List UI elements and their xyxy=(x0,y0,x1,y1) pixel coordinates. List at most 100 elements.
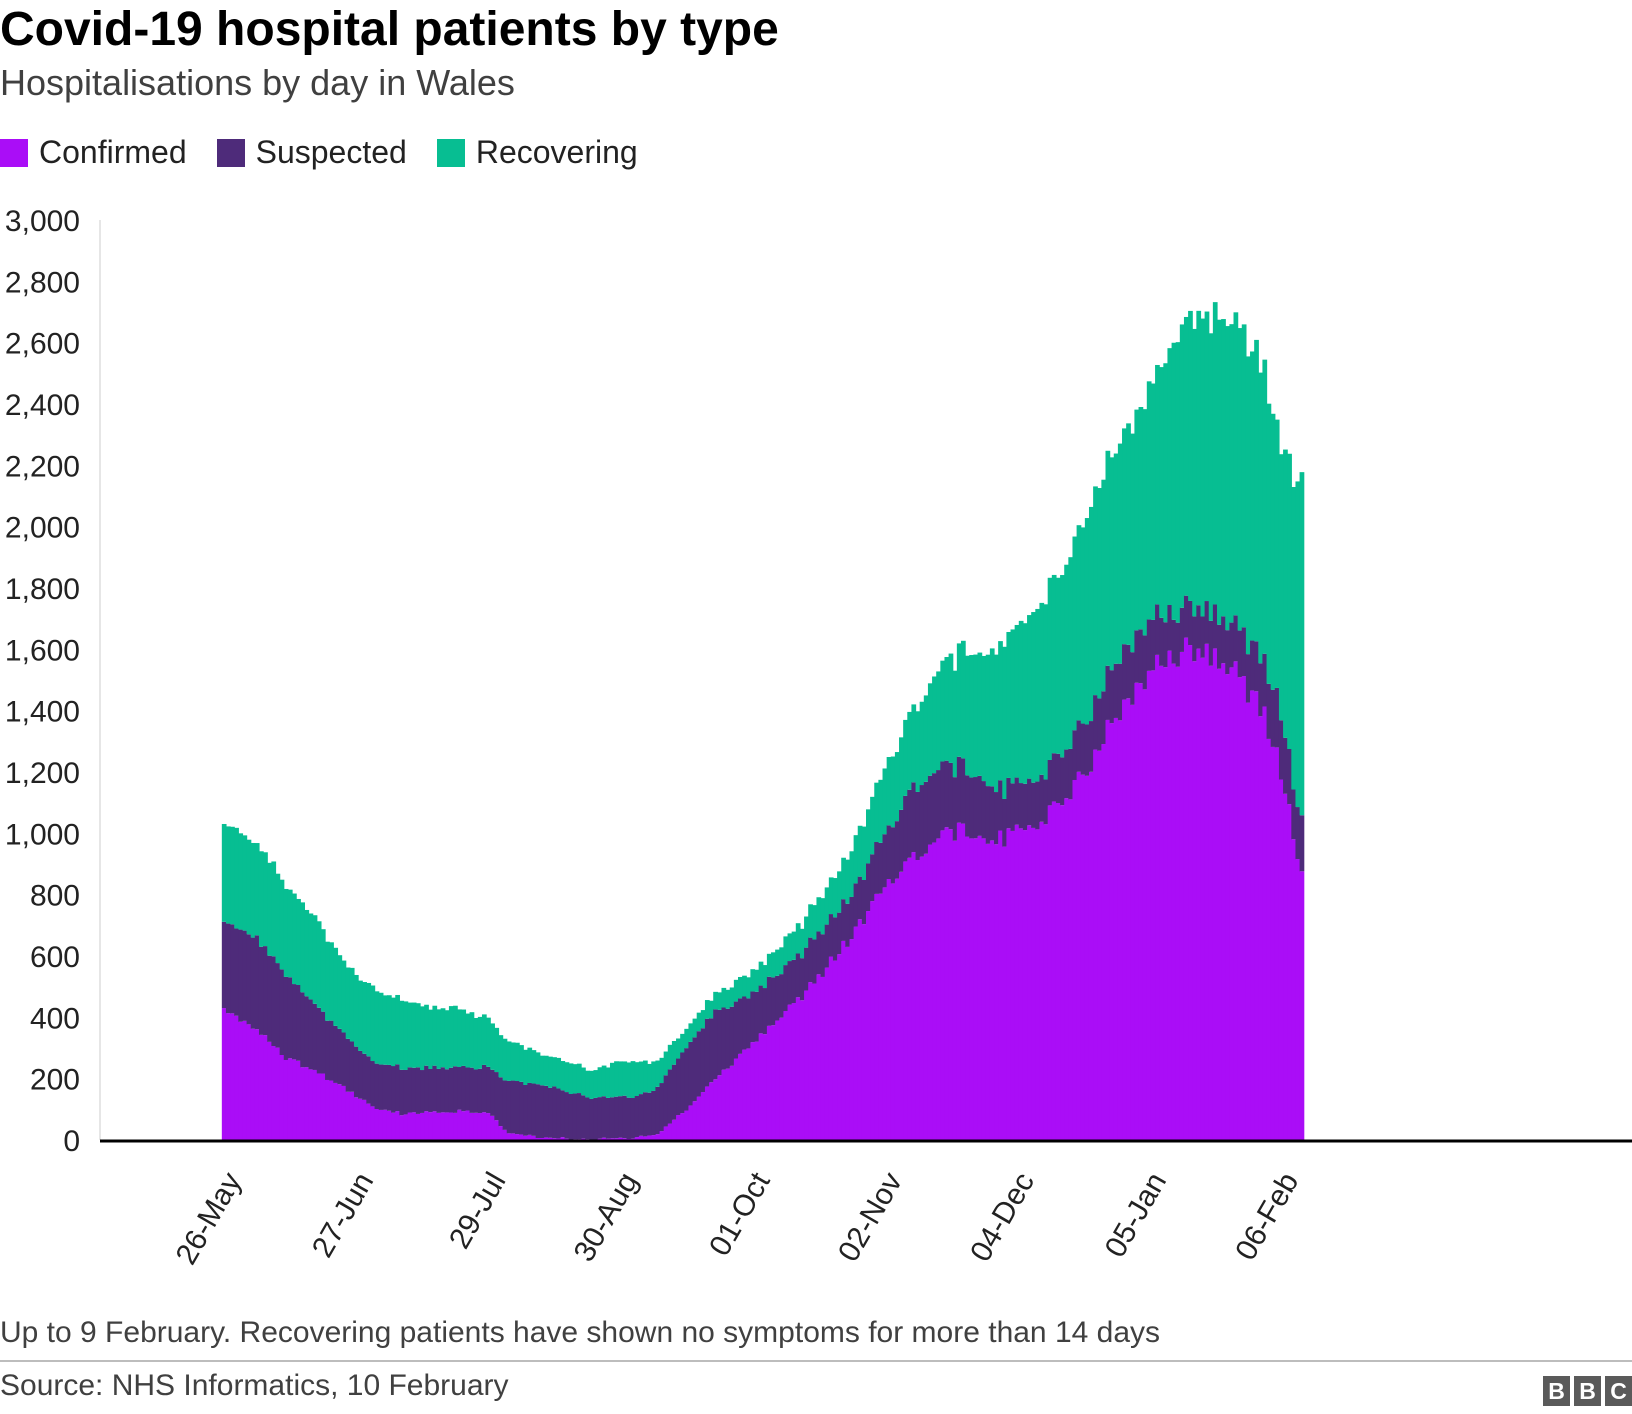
area-segment-confirmed xyxy=(523,1135,528,1140)
area-segment-recovering xyxy=(676,1038,681,1059)
area-segment-suspected xyxy=(742,996,747,1050)
area-segment-suspected xyxy=(271,956,277,1047)
area-segment-recovering xyxy=(403,1001,409,1070)
area-segment-confirmed xyxy=(977,835,983,1140)
area-segment-recovering xyxy=(795,923,801,954)
area-segment-suspected xyxy=(221,921,227,1009)
area-segment-confirmed xyxy=(444,1112,450,1140)
area-segment-suspected xyxy=(539,1085,545,1138)
area-segment-recovering xyxy=(300,902,305,993)
area-segment-confirmed xyxy=(1196,648,1202,1140)
area-segment-suspected xyxy=(866,863,871,912)
area-segment-recovering xyxy=(1192,328,1197,617)
area-segment-suspected xyxy=(407,1067,413,1113)
area-segment-suspected xyxy=(919,785,925,857)
area-segment-recovering xyxy=(725,989,731,1009)
area-segment-confirmed xyxy=(1171,663,1177,1140)
area-segment-confirmed xyxy=(837,954,842,1140)
area-segment-suspected xyxy=(812,939,818,984)
area-segment-confirmed xyxy=(1225,674,1230,1140)
area-segment-suspected xyxy=(746,998,751,1049)
area-segment-suspected xyxy=(643,1092,648,1137)
area-segment-suspected xyxy=(1076,720,1082,772)
y-tick-label: 1,400 xyxy=(5,696,80,729)
legend-label-confirmed: Confirmed xyxy=(39,134,187,170)
area-segment-recovering xyxy=(845,859,851,904)
y-tick-label: 800 xyxy=(30,880,80,913)
area-segment-recovering xyxy=(791,931,797,960)
area-segment-confirmed xyxy=(275,1047,281,1140)
area-segment-suspected xyxy=(502,1080,508,1130)
area-segment-recovering xyxy=(1126,423,1131,645)
area-segment-recovering xyxy=(882,768,888,835)
area-segment-suspected xyxy=(1270,689,1276,747)
area-segment-suspected xyxy=(556,1088,562,1139)
stacked-area-chart: 0 200 400 600 800 1,000 1,200 1,400 1,600 1,800 2,… xyxy=(5,205,1632,1270)
area-segment-recovering xyxy=(436,1009,442,1069)
area-segment-recovering xyxy=(960,640,966,759)
area-segment-recovering xyxy=(634,1062,640,1097)
area-segment-suspected xyxy=(923,781,929,854)
area-segment-recovering xyxy=(643,1060,648,1093)
area-segment-recovering xyxy=(362,982,367,1054)
area-segment-suspected xyxy=(254,935,260,1030)
area-segment-confirmed xyxy=(791,1003,797,1140)
area-segment-suspected xyxy=(1138,629,1144,684)
area-segment-recovering xyxy=(733,979,739,1002)
area-segment-suspected xyxy=(1117,663,1123,721)
area-segment-confirmed xyxy=(663,1126,669,1140)
area-segment-confirmed xyxy=(1163,667,1169,1140)
area-segment-recovering xyxy=(973,654,979,778)
area-segment-confirmed xyxy=(320,1073,326,1140)
area-segment-recovering xyxy=(292,893,297,985)
area-segment-confirmed xyxy=(345,1091,351,1140)
area-segment-recovering xyxy=(824,887,830,925)
area-segment-confirmed xyxy=(246,1024,252,1140)
area-segment-recovering xyxy=(502,1038,508,1081)
area-segment-recovering xyxy=(771,952,776,978)
area-segment-confirmed xyxy=(490,1115,495,1140)
area-segment-suspected xyxy=(754,991,760,1042)
area-segment-suspected xyxy=(861,879,867,925)
area-segment-recovering xyxy=(742,975,747,997)
area-segment-recovering xyxy=(1117,443,1123,664)
area-segment-confirmed xyxy=(1258,716,1264,1140)
area-segment-confirmed xyxy=(242,1020,248,1140)
area-segment-confirmed xyxy=(428,1112,434,1140)
area-segment-confirmed xyxy=(399,1115,405,1140)
area-segment-confirmed xyxy=(824,967,830,1140)
area-segment-recovering xyxy=(948,653,954,763)
area-segment-recovering xyxy=(337,955,343,1029)
area-segment-suspected xyxy=(1068,748,1074,800)
area-segment-suspected xyxy=(779,974,785,1018)
area-segment-recovering xyxy=(552,1057,557,1087)
area-segment-confirmed xyxy=(1229,667,1235,1140)
area-segment-recovering xyxy=(1051,574,1057,754)
area-segment-confirmed xyxy=(1188,645,1193,1140)
area-segment-recovering xyxy=(453,1005,458,1067)
area-segment-suspected xyxy=(234,928,239,1016)
area-segment-recovering xyxy=(857,825,863,877)
area-segment-confirmed xyxy=(424,1111,429,1140)
area-segment-confirmed xyxy=(1022,830,1028,1140)
area-segment-confirmed xyxy=(353,1097,359,1140)
area-segment-recovering xyxy=(1072,536,1078,731)
area-segment-recovering xyxy=(1221,319,1226,617)
area-segment-suspected xyxy=(1064,749,1069,799)
area-segment-suspected xyxy=(283,976,289,1060)
area-segment-confirmed xyxy=(638,1135,644,1140)
area-segment-suspected xyxy=(1225,630,1230,675)
y-tick-label: 0 xyxy=(63,1125,80,1158)
area-segment-recovering xyxy=(1295,481,1301,808)
area-segment-confirmed xyxy=(874,893,879,1140)
area-segment-confirmed xyxy=(1109,723,1115,1140)
area-segment-recovering xyxy=(411,1002,417,1068)
area-segment-suspected xyxy=(849,896,855,940)
area-segment-confirmed xyxy=(1084,775,1090,1140)
area-segment-confirmed xyxy=(230,1013,235,1140)
area-segment-suspected xyxy=(296,985,301,1061)
area-segment-confirmed xyxy=(1014,824,1020,1140)
area-segment-confirmed xyxy=(1047,805,1053,1140)
area-segment-suspected xyxy=(890,827,896,884)
area-segment-recovering xyxy=(1274,419,1280,688)
